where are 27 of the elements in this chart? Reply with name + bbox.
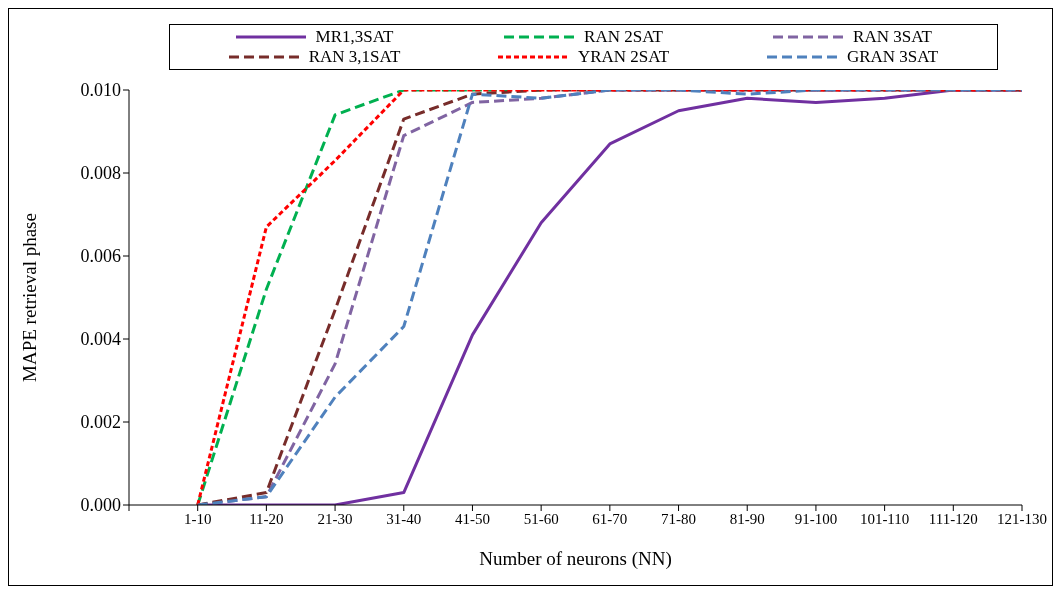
x-tick-label: 31-40	[386, 510, 422, 527]
legend-label: MR1,3SAT	[315, 27, 394, 47]
x-tick-label: 121-130	[997, 510, 1047, 527]
legend-label: RAN 3,1SAT	[308, 47, 401, 67]
x-tick-label: 111-120	[928, 510, 978, 527]
y-tick-label: 0.004	[80, 329, 121, 350]
x-tick-label: 21-30	[317, 510, 353, 527]
x-tick-label: 11-20	[249, 510, 284, 527]
x-tick-label: 41-50	[454, 510, 490, 527]
x-tick-label: 71-80	[661, 510, 697, 527]
x-tick-label: 1-10	[183, 510, 212, 527]
y-tick-label: 0.008	[80, 163, 121, 184]
y-tick-label: 0.006	[80, 246, 121, 267]
y-tick-label: 0.010	[80, 80, 121, 101]
legend-label: RAN 2SAT	[584, 27, 663, 47]
x-axis-title: Number of neurons (NN)	[479, 548, 672, 570]
legend-label: YRAN 2SAT	[577, 47, 670, 67]
y-axis-title: MAPE retrieval phase	[18, 213, 40, 382]
x-tick-label: 51-60	[523, 510, 559, 527]
legend-label: GRAN 3SAT	[846, 47, 939, 67]
x-tick-label: 101-110	[859, 510, 910, 527]
y-tick-label: 0.002	[80, 412, 121, 433]
x-tick-label: 61-70	[592, 510, 628, 527]
x-tick-label: 91-100	[794, 510, 838, 527]
legend-label: RAN 3SAT	[853, 27, 932, 47]
y-tick-label: 0.000	[80, 495, 121, 516]
x-tick-label: 81-90	[729, 510, 765, 527]
